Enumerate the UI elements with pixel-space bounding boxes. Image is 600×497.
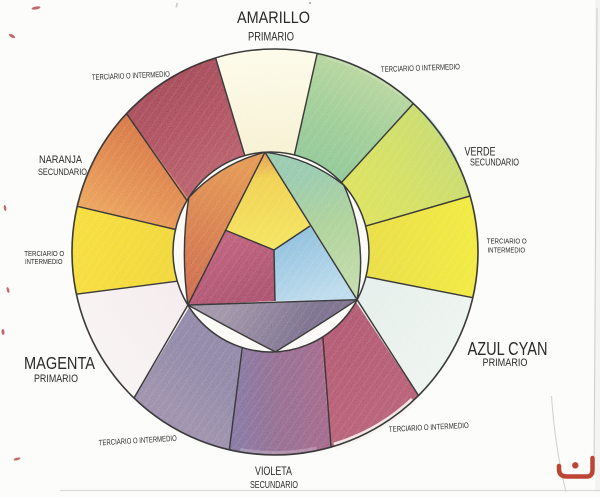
svg-text:TERCIARIO O INTERMEDIO: TERCIARIO O INTERMEDIO	[381, 62, 460, 74]
svg-text:TERCIARIO O INTERMEDIO: TERCIARIO O INTERMEDIO	[389, 421, 469, 434]
svg-text:VERDE: VERDE	[465, 145, 496, 159]
svg-text:AZUL CYAN: AZUL CYAN	[468, 339, 548, 359]
svg-text:NARANJA: NARANJA	[39, 154, 83, 166]
svg-text:TERCIARIO O INTERMEDIO: TERCIARIO O INTERMEDIO	[92, 70, 170, 82]
svg-text:INTERMEDIO: INTERMEDIO	[25, 257, 63, 266]
svg-text:PRIMARIO: PRIMARIO	[34, 373, 78, 385]
svg-text:AMARILLO: AMARILLO	[237, 9, 310, 27]
svg-text:SECUNDARIO: SECUNDARIO	[470, 157, 519, 168]
svg-text:PRIMARIO: PRIMARIO	[248, 30, 294, 44]
svg-text:PRIMARIO: PRIMARIO	[483, 357, 528, 369]
svg-text:MAGENTA: MAGENTA	[24, 353, 95, 373]
svg-text:TERCIARIO O: TERCIARIO O	[24, 249, 64, 258]
svg-text:SECUNDARIO: SECUNDARIO	[250, 479, 298, 491]
svg-text:TERCIARIO O: TERCIARIO O	[487, 236, 527, 245]
svg-text:INTERMEDIO: INTERMEDIO	[488, 246, 526, 255]
svg-text:SECUNDARIO: SECUNDARIO	[38, 167, 87, 178]
svg-text:VIOLETA: VIOLETA	[255, 466, 292, 478]
